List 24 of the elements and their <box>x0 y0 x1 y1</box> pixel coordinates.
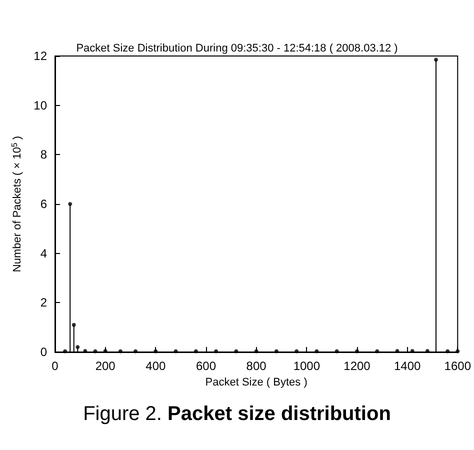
chart-title: Packet Size Distribution During 09:35:30 - 12:54:18 ( 2008.03.12 ) <box>76 42 398 54</box>
x-tick-label: 0 <box>52 359 59 373</box>
x-tick-label: 1000 <box>293 359 320 373</box>
point <box>434 58 438 62</box>
y-tick-label: 8 <box>40 148 48 162</box>
y-tick-label: 2 <box>40 296 48 310</box>
x-tick-label: 200 <box>95 359 116 373</box>
point <box>68 202 72 206</box>
y-tick-label: 4 <box>40 246 48 260</box>
x-tick-label: 1600 <box>444 359 472 373</box>
x-tick-label: 600 <box>196 359 216 373</box>
y-tick-label: 10 <box>34 98 48 112</box>
point <box>76 345 80 350</box>
caption: Figure 2. Packet size distribution <box>83 403 391 425</box>
point <box>72 322 76 327</box>
x-tick-label: 800 <box>246 359 267 373</box>
y-axis-title: Number of Packets ( × 105 ) <box>10 136 24 272</box>
y-tick-label: 6 <box>40 197 48 211</box>
x-axis-title: Packet Size ( Bytes ) <box>205 376 308 388</box>
x-tick-label: 400 <box>146 359 166 373</box>
x-tick-label: 1200 <box>344 359 371 373</box>
y-tick-label: 0 <box>40 345 48 359</box>
y-tick-label: 12 <box>34 49 48 63</box>
x-tick-label: 1400 <box>394 359 421 373</box>
